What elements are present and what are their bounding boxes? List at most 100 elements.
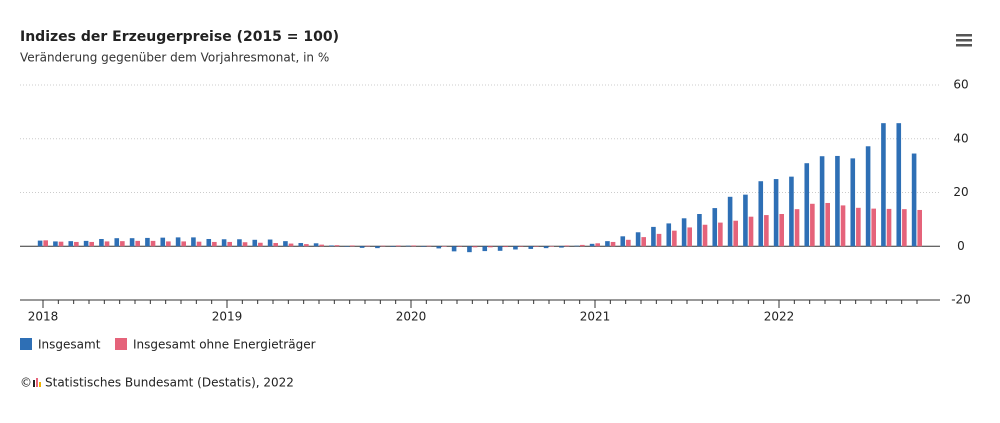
bar — [641, 237, 646, 247]
bar — [252, 239, 258, 247]
logo — [33, 378, 41, 387]
bar — [534, 246, 539, 247]
bar — [426, 245, 432, 247]
bar — [436, 246, 442, 249]
bar — [442, 245, 447, 247]
bar — [457, 246, 462, 247]
bar — [911, 153, 917, 247]
bar — [881, 123, 886, 247]
bar — [727, 196, 733, 247]
y-tick-label: 40 — [953, 131, 968, 145]
bar — [396, 245, 401, 247]
bar — [237, 239, 242, 247]
credit: Statistisches Bundesamt (Destatis), 2022 — [45, 376, 294, 390]
bar — [482, 246, 488, 252]
bar — [53, 241, 58, 247]
bar — [497, 246, 503, 251]
bar — [503, 246, 508, 248]
chart-subtitle: Veränderung gegenüber dem Vorjahresmonat… — [20, 51, 329, 65]
bar — [37, 240, 43, 247]
bar — [810, 203, 815, 247]
bar — [175, 237, 181, 247]
bar — [488, 246, 493, 248]
bar — [896, 123, 902, 247]
credit-symbol: © — [20, 376, 32, 390]
bar — [764, 215, 769, 247]
chart-title: Indizes der Erzeugerpreise (2015 = 100) — [20, 29, 339, 45]
legend-swatch — [20, 338, 32, 350]
bar — [319, 244, 324, 247]
bar — [518, 246, 524, 247]
bar — [871, 208, 876, 247]
bar — [917, 209, 922, 247]
bar — [549, 245, 554, 247]
bar — [743, 194, 748, 247]
bar — [850, 158, 856, 247]
bar — [718, 222, 723, 247]
bar — [334, 245, 340, 247]
bar — [390, 246, 396, 247]
bar — [902, 209, 907, 247]
bar — [635, 232, 641, 247]
bar — [595, 243, 600, 247]
bar — [206, 238, 212, 247]
x-tick-label: 2021 — [580, 310, 611, 324]
x-tick-label: 2020 — [396, 310, 427, 324]
bar — [651, 226, 656, 247]
x-tick-label: 2022 — [764, 310, 795, 324]
bar — [472, 246, 478, 248]
bar — [99, 238, 104, 247]
bar — [543, 246, 549, 249]
bar — [697, 214, 702, 247]
bar — [380, 245, 386, 247]
bar — [221, 239, 227, 247]
bar — [350, 245, 355, 247]
bar — [313, 243, 319, 247]
bar — [405, 245, 411, 247]
bar — [298, 243, 304, 247]
bar — [656, 233, 662, 247]
bar — [304, 244, 309, 247]
bar — [564, 245, 570, 247]
bar — [227, 241, 232, 247]
bar — [758, 181, 764, 247]
bar — [135, 240, 140, 247]
bar — [181, 241, 186, 247]
bar — [610, 241, 616, 247]
bar — [365, 245, 370, 247]
bar — [344, 246, 350, 247]
bar — [528, 246, 534, 249]
bar — [856, 207, 861, 247]
x-tick-label: 2018 — [28, 310, 59, 324]
menu-line — [956, 44, 972, 47]
bar — [43, 240, 48, 247]
bar — [589, 243, 595, 247]
bar — [68, 241, 74, 247]
menu-button[interactable] — [956, 34, 972, 47]
bar — [258, 242, 263, 247]
bar — [89, 241, 94, 247]
bar — [191, 237, 196, 247]
bar — [58, 241, 64, 247]
bar — [273, 243, 278, 247]
bar — [712, 208, 718, 247]
bar — [580, 244, 585, 247]
y-tick-label: 60 — [953, 78, 968, 92]
bar — [166, 241, 171, 247]
bar — [160, 237, 166, 247]
bar — [687, 227, 692, 247]
bar — [74, 241, 79, 247]
bar — [212, 241, 217, 247]
bar — [467, 246, 472, 253]
bar — [559, 246, 564, 248]
bar — [865, 146, 871, 247]
bar — [789, 176, 794, 247]
bar — [145, 237, 150, 247]
bar — [114, 238, 120, 247]
bar — [681, 218, 687, 247]
bar — [748, 216, 754, 247]
bar — [733, 220, 738, 247]
bar — [835, 155, 840, 247]
bar — [451, 246, 457, 252]
y-tick-label: -20 — [951, 293, 971, 307]
